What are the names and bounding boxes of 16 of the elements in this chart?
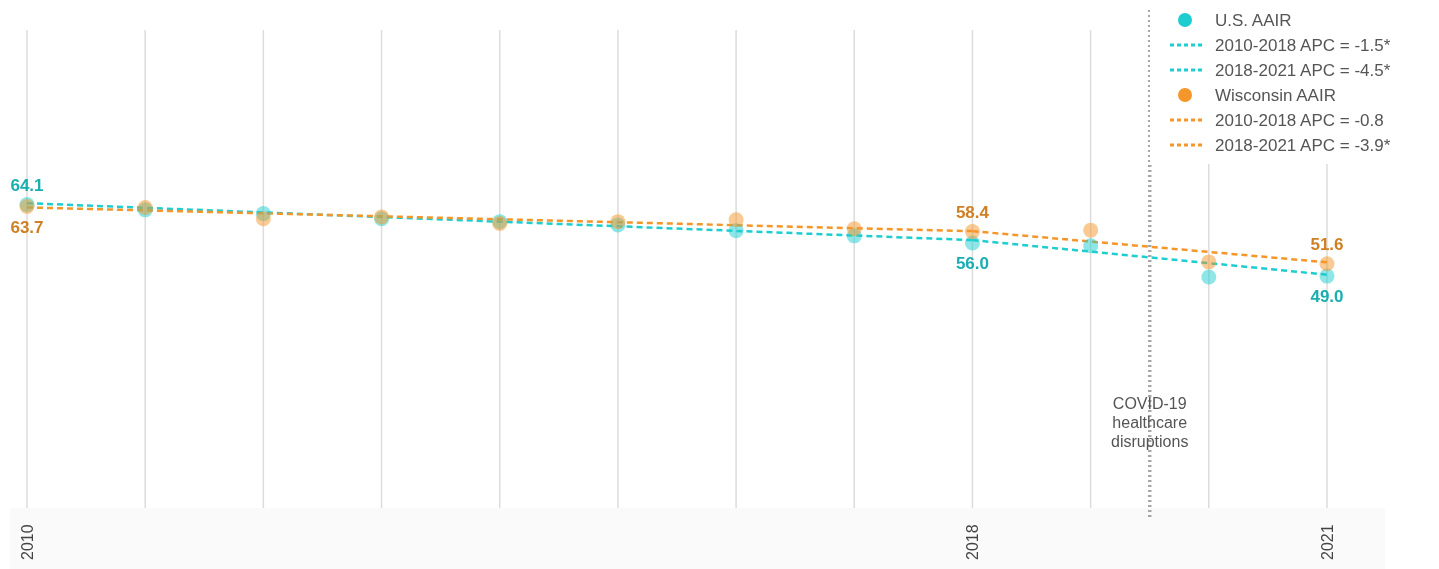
legend-label: 2018-2021 APC = -3.9* xyxy=(1215,136,1391,155)
data-label: 58.4 xyxy=(955,202,990,222)
data-label: 49.0 xyxy=(1310,287,1344,307)
legend-label: 2010-2018 APC = -1.5* xyxy=(1215,36,1391,55)
legend-label: Wisconsin AAIR xyxy=(1215,86,1336,105)
ref-line-label: COVID-19 healthcare disruptions xyxy=(1111,395,1189,450)
data-label: 56.0 xyxy=(955,253,989,273)
data-label: 64.1 xyxy=(10,175,44,195)
data-label: 63.7 xyxy=(10,217,44,237)
legend-label: 2018-2021 APC = -4.5* xyxy=(1215,61,1391,80)
data-label: 51.6 xyxy=(1310,234,1344,254)
x-tick-label: 2010 xyxy=(19,524,36,560)
x-tick-label: 2018 xyxy=(964,524,982,560)
legend-label: 2010-2018 APC = -0.8 xyxy=(1215,111,1384,130)
legend-label: U.S. AAIR xyxy=(1215,11,1292,30)
x-tick-label: 2021 xyxy=(1319,524,1336,560)
